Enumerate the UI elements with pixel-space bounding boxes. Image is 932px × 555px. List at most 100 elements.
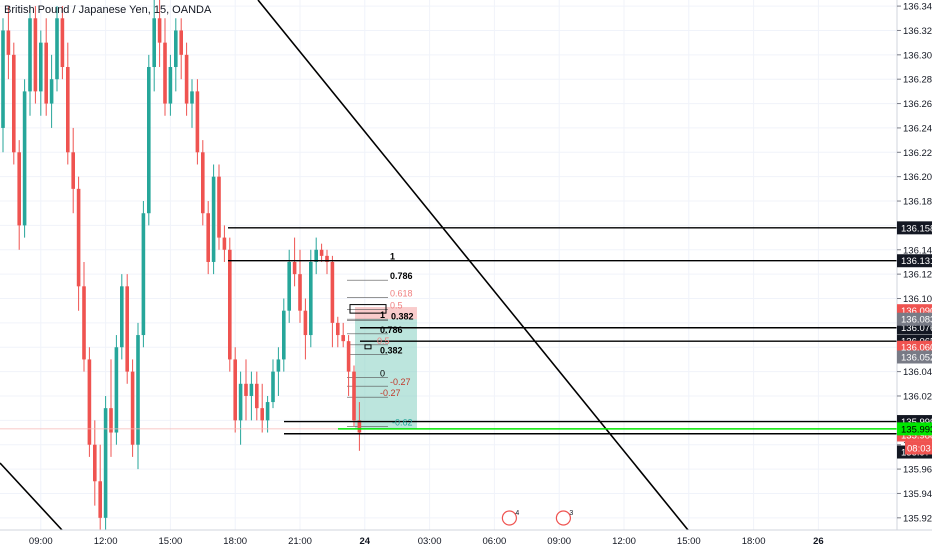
time-axis[interactable] — [0, 530, 932, 550]
candle-body[interactable] — [130, 371, 135, 445]
economic-event-count: 3 — [569, 510, 573, 517]
candle-body[interactable] — [66, 67, 70, 153]
candle-body[interactable] — [336, 322, 340, 336]
candle-body[interactable] — [141, 213, 146, 336]
candle-body[interactable] — [244, 383, 248, 396]
price-axis-label: 135.940 — [903, 489, 932, 500]
candle-body[interactable] — [103, 408, 108, 518]
candle-body[interactable] — [33, 18, 38, 92]
candle-body[interactable] — [309, 261, 313, 336]
candle-body[interactable] — [255, 383, 259, 409]
price-axis-label: 136.100 — [903, 294, 932, 305]
candle-body[interactable] — [330, 261, 335, 323]
candle-body[interactable] — [1, 30, 5, 128]
candle-body[interactable] — [314, 249, 318, 262]
candle-body[interactable] — [109, 408, 113, 433]
candle-body[interactable] — [298, 274, 302, 311]
candle-body[interactable] — [157, 18, 162, 43]
candle-body[interactable] — [120, 286, 124, 348]
price-axis-label: 135.960 — [903, 465, 932, 476]
candle-body[interactable] — [39, 42, 43, 92]
candle-body[interactable] — [260, 408, 264, 421]
candle-body[interactable] — [195, 91, 200, 153]
fib-level-label: -0.27 — [390, 377, 411, 387]
candle-body[interactable] — [303, 310, 308, 336]
candle-body[interactable] — [249, 383, 254, 396]
candle-body[interactable] — [357, 420, 362, 433]
candle-body[interactable] — [12, 54, 16, 153]
candle-body[interactable] — [55, 18, 59, 80]
fib-box[interactable] — [349, 304, 387, 314]
candle-body[interactable] — [82, 286, 86, 360]
candle-body[interactable] — [6, 30, 11, 55]
price-axis-label: 135.920 — [903, 513, 932, 524]
candle-body[interactable] — [276, 359, 281, 372]
candle-body[interactable] — [184, 54, 189, 104]
candle-body[interactable] — [114, 347, 119, 433]
trend-line-diagonal[interactable] — [0, 462, 63, 531]
candle-body[interactable] — [22, 91, 27, 226]
fib-level-label: 1 — [380, 310, 385, 320]
candle-body[interactable] — [352, 371, 356, 421]
candle-body[interactable] — [44, 42, 48, 104]
candle-body[interactable] — [71, 152, 75, 189]
candle-body[interactable] — [87, 359, 92, 445]
candle-body[interactable] — [287, 261, 291, 311]
candle-body[interactable] — [163, 42, 167, 104]
candle-body[interactable] — [233, 359, 237, 421]
candle-body[interactable] — [28, 18, 32, 92]
candle-body[interactable] — [211, 176, 216, 262]
candle-body[interactable] — [206, 213, 210, 262]
trend-line-diagonal[interactable] — [257, 0, 689, 531]
price-tag: 136.052 — [901, 352, 932, 363]
candle-body[interactable] — [190, 91, 194, 104]
candle-body[interactable] — [282, 310, 286, 360]
time-axis-label: 09:00 — [29, 536, 53, 547]
candle-body[interactable] — [174, 30, 178, 68]
candle-body[interactable] — [346, 341, 351, 372]
candle-body[interactable] — [265, 402, 270, 421]
candle-body[interactable] — [60, 18, 65, 68]
time-axis-label: 12:00 — [94, 536, 118, 547]
economic-event-icon[interactable] — [501, 510, 517, 526]
candle-body[interactable] — [98, 481, 102, 518]
candle-body[interactable] — [125, 286, 129, 372]
level-price-tag: 136.158 — [901, 223, 932, 234]
price-axis-label: 136.340 — [903, 2, 932, 13]
price-tag-bg — [897, 312, 932, 326]
candle-body[interactable] — [136, 335, 140, 445]
fib-level-label: 0.786 — [380, 325, 403, 335]
fib-level-label: 0 — [380, 369, 385, 379]
candle-body[interactable] — [49, 79, 54, 104]
time-axis-label: 06:00 — [483, 536, 507, 547]
candle-body[interactable] — [168, 67, 173, 104]
level-price-tag: 136.131 — [901, 256, 932, 267]
fib-box[interactable] — [364, 344, 372, 350]
price-axis-label: 136.180 — [903, 197, 932, 208]
economic-event-icon[interactable] — [555, 510, 572, 526]
candle-body[interactable] — [17, 152, 21, 226]
candle-body[interactable] — [201, 152, 205, 214]
level-price-tag: 136.076 — [901, 323, 932, 334]
price-axis-label: 136.220 — [903, 148, 932, 159]
position-target-zone[interactable] — [355, 319, 417, 429]
countdown-tag: 08:03 — [907, 443, 931, 454]
candle-body[interactable] — [325, 255, 329, 262]
candle-body[interactable] — [238, 383, 243, 421]
candle-body[interactable] — [222, 237, 227, 250]
candle-body[interactable] — [271, 371, 275, 403]
time-axis-label: 21:00 — [288, 536, 312, 547]
current-price-tag-bg — [897, 422, 932, 436]
candle-body[interactable] — [76, 188, 81, 287]
candle-body[interactable] — [319, 249, 324, 256]
candle-body[interactable] — [292, 261, 297, 275]
candle-body[interactable] — [93, 444, 97, 482]
candle-body[interactable] — [228, 249, 232, 360]
candle-body[interactable] — [217, 176, 221, 238]
candle-body[interactable] — [147, 67, 151, 214]
candle-body[interactable] — [179, 30, 183, 55]
candle-body[interactable] — [152, 18, 156, 68]
candle-body[interactable] — [341, 335, 345, 342]
